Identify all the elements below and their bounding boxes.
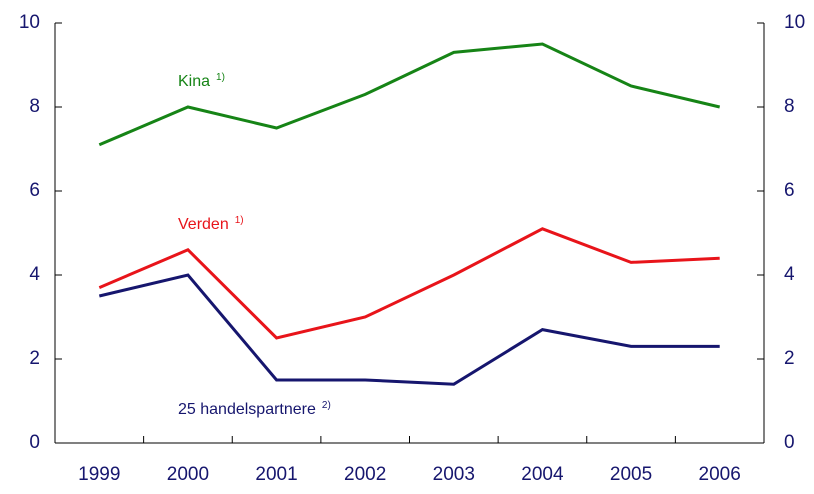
series-line	[98, 42, 721, 147]
y2-tick-label: 0	[784, 432, 795, 453]
x-tick-label: 2005	[610, 464, 652, 485]
x-tick-label: 1999	[78, 464, 120, 485]
x-tick-label: 2000	[167, 464, 209, 485]
y2-tick-label: 2	[784, 348, 795, 369]
series-name: Kina	[178, 73, 210, 90]
series-label: Kina 1)	[178, 72, 225, 91]
series-line	[98, 273, 720, 386]
series-label: 25 handelspartnere 2)	[178, 400, 331, 419]
x-tick-label: 2001	[255, 464, 297, 485]
x-tick-label: 2002	[344, 464, 386, 485]
series-name: Verden	[178, 216, 229, 233]
x-tick-label: 2004	[521, 464, 564, 485]
y-tick-label: 8	[29, 96, 40, 117]
y-tick-label: 0	[29, 432, 40, 453]
y-tick-label: 2	[29, 348, 40, 369]
y2-tick-label: 8	[784, 96, 795, 117]
series-line	[98, 227, 720, 340]
x-tick-label: 2003	[433, 464, 475, 485]
y-tick-label: 4	[29, 264, 40, 285]
y-tick-label: 10	[19, 12, 40, 33]
y2-tick-label: 4	[784, 264, 795, 285]
series-footnote: 2)	[322, 400, 331, 411]
y-tick-label: 6	[29, 180, 40, 201]
series-footnote: 1)	[216, 72, 225, 83]
x-tick-label: 2006	[699, 464, 741, 485]
y2-tick-label: 6	[784, 180, 795, 201]
series-label: Verden 1)	[178, 215, 244, 234]
y2-tick-label: 10	[784, 12, 805, 33]
series-footnote: 1)	[235, 215, 244, 226]
series-name: 25 handelspartnere	[178, 401, 316, 418]
